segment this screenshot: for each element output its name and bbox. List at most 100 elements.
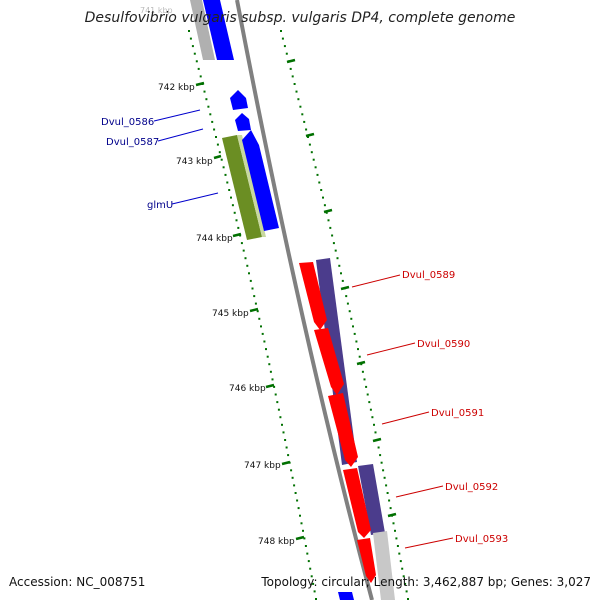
minor-tick bbox=[291, 476, 294, 479]
minor-tick bbox=[371, 416, 374, 419]
minor-tick bbox=[361, 370, 364, 373]
minor-tick bbox=[295, 90, 298, 93]
minor-tick bbox=[273, 385, 276, 388]
minor-tick bbox=[374, 431, 377, 434]
gene-label-dvul-0592[interactable]: Dvul_0592 bbox=[445, 482, 498, 493]
minor-tick bbox=[248, 272, 250, 275]
minor-tick bbox=[246, 264, 249, 267]
minor-tick bbox=[254, 302, 257, 305]
minor-tick bbox=[395, 537, 398, 540]
minor-tick bbox=[218, 151, 221, 154]
minor-tick bbox=[224, 173, 227, 176]
gene-label-dvul-0586[interactable]: Dvul_0586 bbox=[101, 117, 154, 128]
minor-tick bbox=[276, 401, 279, 404]
minor-tick bbox=[305, 128, 308, 131]
gene-label-dvul-0587[interactable]: Dvul_0587 bbox=[106, 137, 159, 148]
minor-tick bbox=[336, 257, 339, 260]
tick-label-743: 743 kbp bbox=[176, 157, 213, 167]
minor-tick bbox=[325, 211, 328, 214]
minor-tick bbox=[233, 211, 236, 214]
genome-summary-text: Topology: circular; Length: 3,462,887 bp… bbox=[261, 575, 591, 589]
minor-tick bbox=[404, 582, 407, 585]
minor-tick bbox=[346, 302, 349, 305]
minor-tick bbox=[329, 226, 332, 229]
tick-ring-inner bbox=[188, 30, 317, 600]
gene-label-dvul-0590[interactable]: Dvul_0590 bbox=[417, 339, 470, 350]
minor-tick bbox=[392, 522, 395, 525]
gene-dvul-0589 bbox=[299, 262, 327, 330]
minor-tick bbox=[394, 529, 396, 532]
minor-tick bbox=[368, 401, 371, 404]
minor-tick bbox=[260, 325, 262, 328]
gene-dvul-0593-shadow bbox=[373, 531, 395, 600]
minor-tick bbox=[308, 143, 311, 146]
minor-tick bbox=[332, 242, 335, 245]
minor-tick bbox=[312, 582, 315, 585]
minor-tick bbox=[303, 537, 306, 540]
gene-label-dvul-0589[interactable]: Dvul_0589 bbox=[402, 270, 455, 281]
gene-label-glmu[interactable]: glmU bbox=[147, 200, 173, 211]
minor-tick bbox=[314, 166, 317, 169]
minor-tick bbox=[299, 514, 301, 517]
minor-tick bbox=[216, 143, 219, 146]
minor-tick bbox=[231, 204, 234, 207]
minor-tick bbox=[249, 279, 252, 282]
minor-tick bbox=[385, 484, 388, 487]
minor-tick bbox=[300, 522, 303, 525]
minor-tick bbox=[323, 204, 326, 207]
tick-label-745: 745 kbp bbox=[212, 309, 249, 319]
gene-dvul-0593 bbox=[357, 538, 376, 583]
tick-label-742: 742 kbp bbox=[158, 83, 195, 93]
minor-tick bbox=[299, 105, 302, 108]
minor-tick bbox=[290, 469, 293, 472]
minor-tick bbox=[205, 98, 208, 101]
minor-tick bbox=[297, 98, 300, 101]
minor-tick bbox=[285, 52, 288, 55]
minor-tick bbox=[310, 575, 313, 578]
gene-glmu-shadow bbox=[237, 135, 266, 237]
gene-dvul-0587 bbox=[235, 113, 251, 131]
minor-tick bbox=[293, 484, 296, 487]
minor-tick bbox=[358, 355, 361, 358]
minor-tick bbox=[256, 310, 259, 313]
minor-tick bbox=[277, 408, 280, 411]
gene-label-dvul-0591[interactable]: Dvul_0591 bbox=[431, 408, 484, 419]
gene-dvul-0590 bbox=[314, 328, 344, 395]
minor-tick bbox=[301, 113, 304, 116]
minor-tick bbox=[235, 219, 238, 222]
minor-tick bbox=[341, 279, 344, 282]
minor-tick bbox=[306, 552, 309, 555]
minor-tick bbox=[213, 128, 216, 131]
minor-tick bbox=[357, 348, 359, 351]
minor-tick bbox=[334, 249, 337, 252]
minor-tick bbox=[195, 60, 198, 63]
minor-tick bbox=[242, 249, 245, 252]
minor-tick bbox=[193, 52, 196, 55]
minor-tick bbox=[318, 181, 321, 184]
minor-tick bbox=[215, 136, 217, 138]
gene-label-dvul-0593[interactable]: Dvul_0593 bbox=[455, 534, 508, 545]
gene-shadow-top bbox=[190, 0, 215, 60]
minor-tick bbox=[220, 158, 223, 161]
minor-tick bbox=[230, 196, 232, 199]
minor-tick bbox=[405, 590, 408, 593]
minor-tick bbox=[291, 75, 294, 78]
minor-tick bbox=[188, 30, 190, 32]
minor-tick bbox=[386, 492, 389, 494]
minor-tick bbox=[222, 166, 225, 169]
minor-tick bbox=[389, 507, 392, 510]
minor-tick bbox=[396, 545, 399, 547]
minor-tick bbox=[331, 234, 334, 237]
minor-tick bbox=[313, 590, 316, 593]
minor-tick bbox=[281, 423, 283, 426]
minor-tick bbox=[228, 189, 231, 191]
minor-tick bbox=[365, 385, 368, 388]
reverse-strand-genes bbox=[299, 258, 395, 600]
minor-tick bbox=[261, 332, 264, 335]
minor-tick bbox=[320, 189, 323, 191]
minor-tick bbox=[353, 332, 356, 335]
tick-label-748: 748 kbp bbox=[258, 537, 295, 547]
minor-tick bbox=[373, 423, 375, 426]
minor-tick bbox=[287, 454, 290, 457]
tick-labels: 741 kbp 742 kbp 743 kbp 744 kbp 745 kbp … bbox=[140, 6, 295, 547]
